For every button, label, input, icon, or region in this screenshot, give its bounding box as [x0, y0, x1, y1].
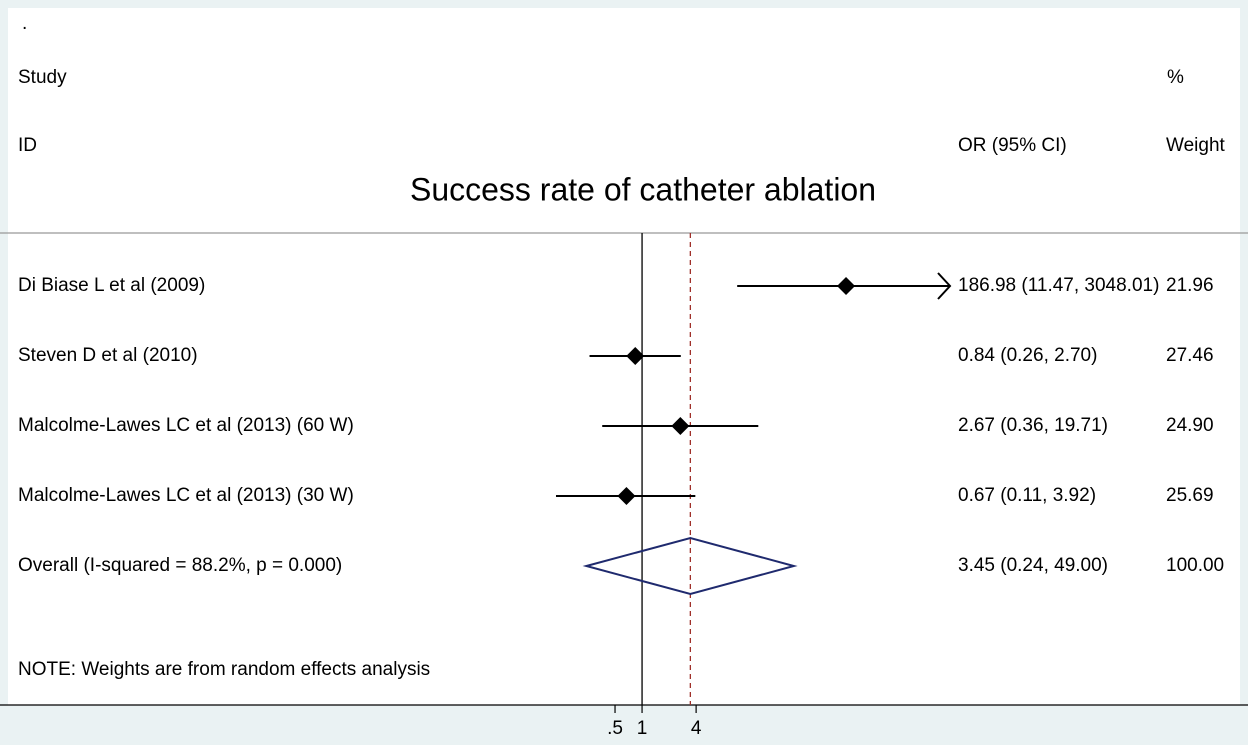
- ci-label: 0.84 (0.26, 2.70): [958, 345, 1097, 366]
- overall-diamond: [582, 536, 798, 596]
- header-dot: .: [22, 13, 27, 34]
- point-estimate: [671, 417, 690, 435]
- weight-label: 24.90: [1166, 415, 1214, 436]
- x-tick-label: .5: [607, 718, 623, 739]
- point-estimate: [617, 487, 636, 505]
- weight-label: 21.96: [1166, 275, 1214, 296]
- weight-label: 25.69: [1166, 485, 1214, 506]
- weight-label: 100.00: [1166, 555, 1224, 576]
- x-tick-label: 4: [691, 718, 702, 739]
- header-or: OR (95% CI): [958, 135, 1067, 156]
- ci-label: 0.67 (0.11, 3.92): [958, 485, 1096, 506]
- study-label: Malcolme-Lawes LC et al (2013) (60 W): [18, 415, 354, 436]
- overall-label: Overall (I-squared = 88.2%, p = 0.000): [18, 555, 342, 576]
- header-weight: Weight: [1166, 135, 1226, 156]
- chart-title: Success rate of catheter ablation: [410, 171, 876, 207]
- point-estimate: [626, 347, 645, 365]
- note: NOTE: Weights are from random effects an…: [18, 659, 430, 680]
- study-label: Di Biase L et al (2009): [18, 275, 205, 296]
- ci-arrow: [937, 272, 952, 300]
- header-pct: %: [1167, 67, 1184, 88]
- ci-label: 2.67 (0.36, 19.71): [958, 415, 1108, 436]
- header-id: ID: [18, 135, 37, 156]
- header-study: Study: [18, 67, 67, 88]
- x-tick-label: 1: [637, 718, 648, 739]
- point-estimate: [837, 277, 856, 295]
- study-label: Malcolme-Lawes LC et al (2013) (30 W): [18, 485, 354, 506]
- study-label: Steven D et al (2010): [18, 345, 198, 366]
- ci-label: 3.45 (0.24, 49.00): [958, 555, 1108, 576]
- ci-label: 186.98 (11.47, 3048.01): [958, 275, 1159, 296]
- weight-label: 27.46: [1166, 345, 1214, 366]
